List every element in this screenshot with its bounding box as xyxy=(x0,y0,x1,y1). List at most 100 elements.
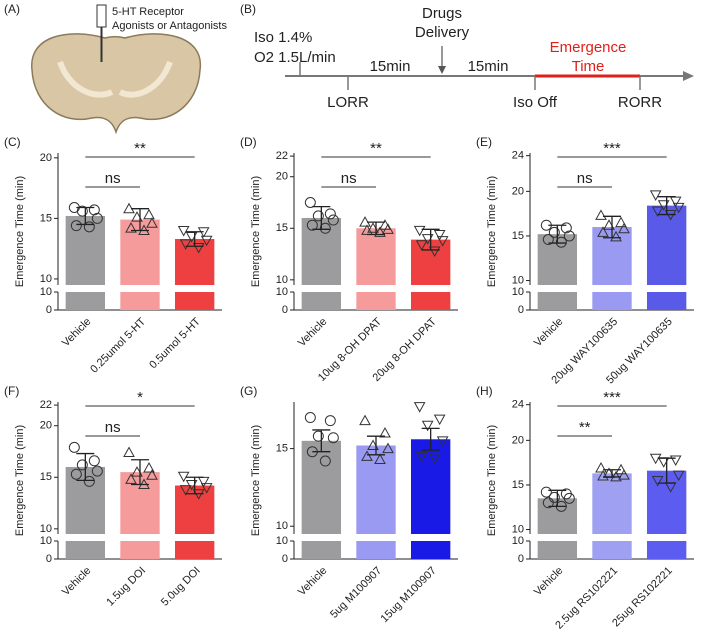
data-point xyxy=(76,459,88,471)
bar-base xyxy=(174,541,215,559)
event-label: Iso 1.4% xyxy=(254,29,312,46)
data-point xyxy=(91,465,103,477)
data-point xyxy=(436,436,449,447)
panel-label: (D) xyxy=(240,135,257,149)
data-point xyxy=(88,455,100,467)
bar-base xyxy=(410,292,451,310)
y-axis-title: Emergence Time (min) xyxy=(250,176,262,287)
x-tick-label: 15ug M100907 xyxy=(378,565,438,625)
error-bar xyxy=(131,459,149,486)
y-tick-label: 0 xyxy=(46,304,52,316)
y-tick-label: 15 xyxy=(40,471,52,483)
significance-label: *** xyxy=(603,140,621,157)
data-point xyxy=(359,414,371,426)
x-tick-label: Vehicle xyxy=(296,316,330,350)
data-point xyxy=(312,430,324,442)
timeline-arrow xyxy=(683,71,694,81)
panel-b: (B) Iso 1.4% O2 1.5L/min Drugs Delivery … xyxy=(240,2,694,111)
bar xyxy=(356,228,396,285)
error-bar xyxy=(131,208,149,232)
x-tick-label: 0.25umol 5-HT xyxy=(88,316,148,376)
data-point xyxy=(177,226,190,237)
error-bar xyxy=(185,476,204,495)
data-point xyxy=(618,222,630,234)
y-tick-label: 22 xyxy=(276,150,288,162)
emergence-label: Emergence xyxy=(550,39,627,56)
data-point xyxy=(91,212,103,224)
data-point xyxy=(382,223,394,234)
data-point xyxy=(361,450,373,461)
event-label: RORR xyxy=(618,94,662,111)
error-bar xyxy=(421,427,440,451)
bar-base xyxy=(356,292,396,310)
x-tick-label: 0.5umol 5-HT xyxy=(147,315,203,371)
brain-tract xyxy=(57,60,173,98)
y-tick-label: 0 xyxy=(518,553,524,565)
bar-base xyxy=(356,541,396,559)
y-axis-title: Emergence Time (min) xyxy=(14,176,26,287)
data-point xyxy=(428,453,441,464)
data-point xyxy=(433,414,446,426)
x-tick-label: Vehicle xyxy=(60,316,94,350)
y-tick-label: 24 xyxy=(512,399,524,411)
event-label: Delivery xyxy=(415,24,470,41)
y-tick-label: 15 xyxy=(512,479,524,491)
data-point xyxy=(179,239,192,250)
error-bar xyxy=(367,435,385,456)
bar-base xyxy=(65,292,106,310)
y-tick-label: 10 xyxy=(512,274,524,286)
chart-panel: (C)Emergence Time (min) 101520010Vehicle0… xyxy=(4,135,222,376)
data-point xyxy=(382,442,394,454)
drug-arrowhead xyxy=(438,66,446,74)
data-point xyxy=(143,461,155,473)
error-bar xyxy=(367,221,385,236)
x-tick-label: Vehicle xyxy=(532,316,566,350)
bar-base xyxy=(65,541,106,559)
panel-a: (A) 5-HT Receptor Agonists or Antagonist… xyxy=(4,2,227,135)
significance-label: ns xyxy=(105,170,121,187)
error-bar xyxy=(603,215,621,239)
data-point xyxy=(615,216,627,228)
y-tick-label: 10 xyxy=(40,523,52,535)
data-point xyxy=(618,469,630,480)
data-point xyxy=(83,475,95,487)
y-tick-label: 10 xyxy=(276,535,288,547)
data-point xyxy=(413,402,426,413)
y-axis-title: Emergence Time (min) xyxy=(486,425,498,536)
error-bar xyxy=(421,228,440,251)
data-point xyxy=(324,208,336,220)
bar xyxy=(592,473,632,534)
y-axis-title: Emergence Time (min) xyxy=(14,425,26,536)
significance-label: *** xyxy=(603,389,621,406)
event-label: Drugs xyxy=(422,5,462,22)
data-point xyxy=(379,427,391,438)
data-point xyxy=(327,214,339,226)
x-tick-label: 1.5ug DOI xyxy=(104,565,148,609)
y-tick-label: 0 xyxy=(282,553,288,565)
y-tick-label: 0 xyxy=(518,304,524,316)
interval-label: 15min xyxy=(468,58,509,75)
data-point xyxy=(312,210,324,222)
error-bar xyxy=(312,205,331,230)
caption: 5-HT Receptor xyxy=(112,6,184,18)
data-point xyxy=(415,240,428,251)
data-point xyxy=(651,475,664,487)
y-tick-label: 20 xyxy=(512,434,524,446)
data-point xyxy=(83,221,95,233)
data-point xyxy=(415,451,428,463)
data-point xyxy=(436,236,449,247)
data-point xyxy=(125,222,137,233)
y-tick-label: 10 xyxy=(512,523,524,535)
y-tick-label: 24 xyxy=(512,150,524,162)
error-bar xyxy=(657,196,676,216)
data-point xyxy=(597,226,609,237)
data-point xyxy=(70,468,82,480)
bar-base xyxy=(301,541,342,559)
chart-panel: (F) Emergence Time (min) 10 15 20 22 0 10 Vehicl… xyxy=(4,384,222,609)
data-point xyxy=(672,202,685,214)
bar-base xyxy=(120,541,160,559)
data-point xyxy=(433,229,446,241)
y-tick-label: 15 xyxy=(512,230,524,242)
panel-label: (H) xyxy=(476,384,493,398)
error-bar xyxy=(76,452,95,482)
